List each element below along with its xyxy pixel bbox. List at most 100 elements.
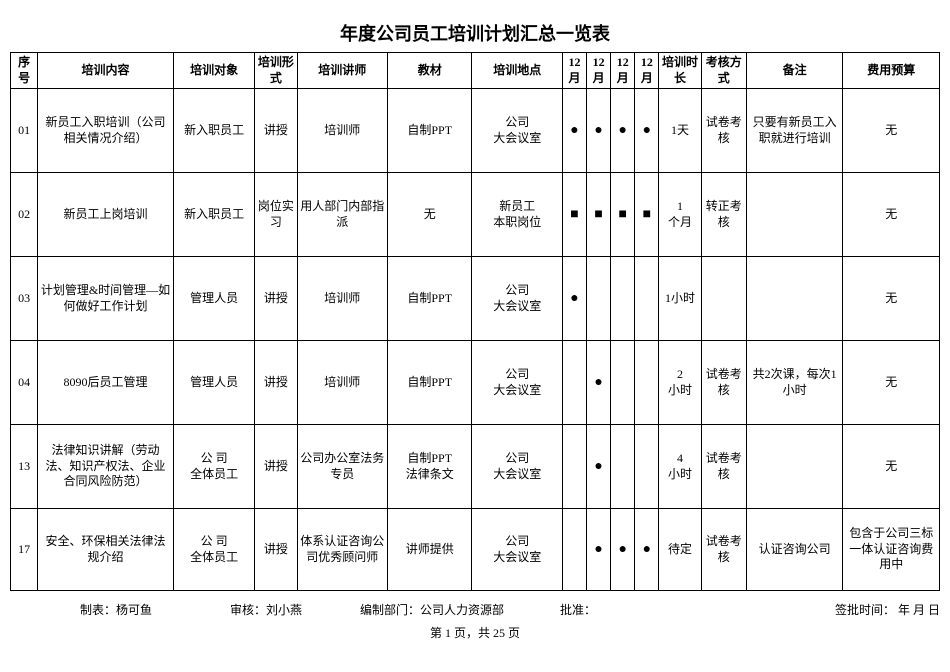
cell-m2: ● <box>587 509 611 591</box>
cell-seq: 01 <box>11 89 38 173</box>
table-row: 17安全、环保相关法律法规介绍公 司全体员工讲授体系认证咨询公司优秀顾问师讲师提… <box>11 509 940 591</box>
cell-form: 讲授 <box>255 509 297 591</box>
th-place: 培训地点 <box>472 53 562 89</box>
auditor-value: 刘小燕 <box>266 603 302 617</box>
cell-content: 安全、环保相关法律法规介绍 <box>38 509 174 591</box>
cell-material: 自制PPT法律条文 <box>388 425 472 509</box>
cell-remark: 共2次课，每次1小时 <box>746 341 843 425</box>
cell-teacher: 培训师 <box>297 341 387 425</box>
cell-remark: 只要有新员工入职就进行培训 <box>746 89 843 173</box>
footer-approve: 批准： <box>560 601 730 618</box>
cell-target: 公 司全体员工 <box>173 509 254 591</box>
th-m2: 12月 <box>587 53 611 89</box>
cell-material: 自制PPT <box>388 341 472 425</box>
table-row: 03计划管理&时间管理—如何做好工作计划管理人员讲授培训师自制PPT公司大会议室… <box>11 257 940 341</box>
th-form: 培训形式 <box>255 53 297 89</box>
th-target: 培训对象 <box>173 53 254 89</box>
cell-budget: 包含于公司三标一体认证咨询费用中 <box>843 509 940 591</box>
auditor-label: 审核： <box>230 603 266 617</box>
footer-time: 签批时间： 年 月 日 <box>730 601 940 618</box>
cell-target: 新入职员工 <box>173 173 254 257</box>
cell-form: 讲授 <box>255 257 297 341</box>
cell-m2: ● <box>587 89 611 173</box>
cell-duration: 1天 <box>659 89 701 173</box>
cell-m4: ● <box>635 509 659 591</box>
table-header-row: 序号 培训内容 培训对象 培训形式 培训讲师 教材 培训地点 12月 12月 1… <box>11 53 940 89</box>
cell-seq: 13 <box>11 425 38 509</box>
cell-seq: 02 <box>11 173 38 257</box>
cell-m4: ● <box>635 89 659 173</box>
maker-label: 制表： <box>80 603 116 617</box>
cell-content: 新员工入职培训（公司相关情况介绍） <box>38 89 174 173</box>
cell-assess: 试卷考核 <box>701 509 746 591</box>
cell-m3: ■ <box>611 173 635 257</box>
cell-budget: 无 <box>843 425 940 509</box>
cell-budget: 无 <box>843 341 940 425</box>
dept-label: 编制部门： <box>360 603 420 617</box>
cell-target: 公 司全体员工 <box>173 425 254 509</box>
cell-m3 <box>611 341 635 425</box>
cell-material: 无 <box>388 173 472 257</box>
cell-form: 讲授 <box>255 425 297 509</box>
cell-duration: 待定 <box>659 509 701 591</box>
table-row: 02新员工上岗培训新入职员工岗位实习用人部门内部指派无新员工本职岗位■■■■1个… <box>11 173 940 257</box>
cell-m3: ● <box>611 89 635 173</box>
cell-form: 岗位实习 <box>255 173 297 257</box>
cell-m2: ● <box>587 425 611 509</box>
cell-duration: 1个月 <box>659 173 701 257</box>
cell-form: 讲授 <box>255 341 297 425</box>
th-assess: 考核方式 <box>701 53 746 89</box>
cell-place: 公司大会议室 <box>472 257 562 341</box>
cell-budget: 无 <box>843 173 940 257</box>
page-title: 年度公司员工培训计划汇总一览表 <box>10 20 940 46</box>
cell-form: 讲授 <box>255 89 297 173</box>
cell-remark <box>746 173 843 257</box>
cell-target: 新入职员工 <box>173 89 254 173</box>
cell-remark: 认证咨询公司 <box>746 509 843 591</box>
cell-m2: ■ <box>587 173 611 257</box>
cell-teacher: 培训师 <box>297 257 387 341</box>
cell-duration: 1小时 <box>659 257 701 341</box>
footer-dept: 编制部门：公司人力资源部 <box>360 601 560 618</box>
cell-m4: ■ <box>635 173 659 257</box>
cell-place: 公司大会议室 <box>472 509 562 591</box>
th-material: 教材 <box>388 53 472 89</box>
cell-budget: 无 <box>843 257 940 341</box>
th-teacher: 培训讲师 <box>297 53 387 89</box>
cell-teacher: 用人部门内部指派 <box>297 173 387 257</box>
cell-m2 <box>587 257 611 341</box>
cell-assess: 试卷考核 <box>701 425 746 509</box>
cell-content: 计划管理&时间管理—如何做好工作计划 <box>38 257 174 341</box>
cell-assess: 试卷考核 <box>701 341 746 425</box>
cell-teacher: 体系认证咨询公司优秀顾问师 <box>297 509 387 591</box>
cell-duration: 2小时 <box>659 341 701 425</box>
cell-teacher: 公司办公室法务专员 <box>297 425 387 509</box>
cell-m1: ■ <box>562 173 586 257</box>
maker-value: 杨可鱼 <box>116 603 152 617</box>
dept-value: 公司人力资源部 <box>420 603 504 617</box>
cell-budget: 无 <box>843 89 940 173</box>
cell-seq: 03 <box>11 257 38 341</box>
cell-material: 自制PPT <box>388 257 472 341</box>
cell-assess <box>701 257 746 341</box>
th-m3: 12月 <box>611 53 635 89</box>
cell-content: 新员工上岗培训 <box>38 173 174 257</box>
cell-m2: ● <box>587 341 611 425</box>
cell-m1: ● <box>562 257 586 341</box>
cell-assess: 试卷考核 <box>701 89 746 173</box>
cell-m1 <box>562 509 586 591</box>
cell-place: 公司大会议室 <box>472 341 562 425</box>
cell-material: 自制PPT <box>388 89 472 173</box>
cell-place: 新员工本职岗位 <box>472 173 562 257</box>
cell-place: 公司大会议室 <box>472 89 562 173</box>
footer-row: 制表：杨可鱼 审核：刘小燕 编制部门：公司人力资源部 批准： 签批时间： 年 月… <box>10 601 940 618</box>
cell-seq: 17 <box>11 509 38 591</box>
th-content: 培训内容 <box>38 53 174 89</box>
table-row: 048090后员工管理管理人员讲授培训师自制PPT公司大会议室●2小时试卷考核共… <box>11 341 940 425</box>
cell-m3 <box>611 257 635 341</box>
cell-remark <box>746 425 843 509</box>
cell-m4 <box>635 341 659 425</box>
th-seq: 序号 <box>11 53 38 89</box>
cell-assess: 转正考核 <box>701 173 746 257</box>
th-m1: 12月 <box>562 53 586 89</box>
